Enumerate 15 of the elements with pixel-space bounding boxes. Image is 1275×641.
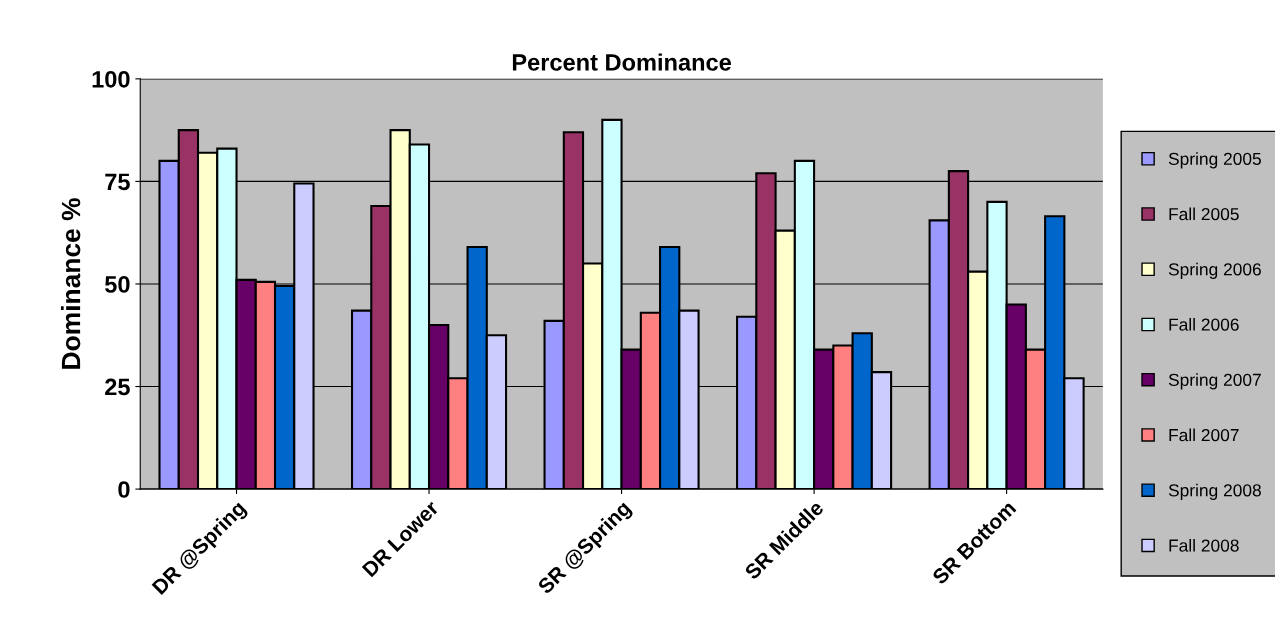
legend-label: Fall 2007: [1169, 428, 1239, 442]
legend-label: Fall 2006: [1169, 317, 1239, 331]
legend-label: Spring 2008: [1168, 483, 1261, 500]
y-axis-title: Dominance %: [60, 198, 81, 369]
legend-label: Spring 2007: [1168, 373, 1261, 390]
chart-title: Percent Dominance: [512, 53, 731, 71]
y-tick-label: 50: [104, 276, 130, 293]
y-tick-label: 25: [105, 378, 130, 396]
legend-label: Spring 2005: [1168, 152, 1261, 169]
y-tick-label: 75: [105, 173, 130, 191]
y-tick-label: 100: [92, 70, 130, 88]
y-tick-label: 0: [118, 481, 130, 498]
legend-label: Fall 2008: [1169, 538, 1239, 552]
legend-label: Fall 2005: [1169, 207, 1239, 221]
legend-label: Spring 2006: [1168, 262, 1261, 279]
